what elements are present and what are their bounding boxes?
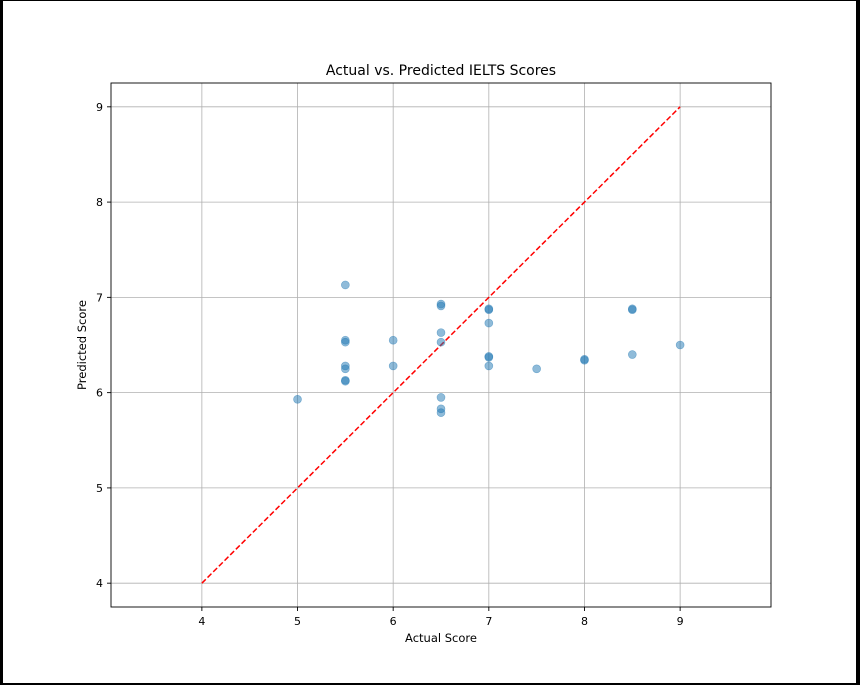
y-tick-label: 8 <box>96 196 103 209</box>
y-tick-label: 9 <box>96 101 103 114</box>
data-point <box>436 408 446 417</box>
data-point <box>341 337 350 347</box>
data-point <box>341 376 350 386</box>
data-point <box>484 353 494 362</box>
y-tick-label: 5 <box>96 482 103 495</box>
x-tick-label: 8 <box>581 615 588 628</box>
x-tick-label: 4 <box>198 615 205 628</box>
plot-area-frame <box>110 82 772 608</box>
data-points <box>293 280 685 417</box>
data-point <box>293 395 302 404</box>
data-point <box>484 318 494 328</box>
y-tick-label: 4 <box>96 577 103 590</box>
data-point <box>580 355 589 365</box>
data-point <box>436 328 446 337</box>
data-point <box>532 364 541 374</box>
x-tick-label: 7 <box>485 615 492 628</box>
data-point <box>388 361 398 371</box>
scatter-chart: 4 5 6 7 8 9 4 5 6 7 8 9 Actual vs. Predicted IELTS… <box>75 63 772 645</box>
data-point <box>436 393 446 402</box>
data-point <box>484 361 494 371</box>
y-axis-ticks: 4 5 6 7 8 9 <box>96 101 111 590</box>
y-tick-label: 7 <box>96 291 103 304</box>
data-point <box>341 364 350 374</box>
y-tick-label: 6 <box>96 387 103 400</box>
chart-title: Actual vs. Predicted IELTS Scores <box>326 63 556 79</box>
data-point <box>436 301 446 311</box>
x-tick-label: 6 <box>390 615 397 628</box>
data-point <box>484 305 494 315</box>
figure-canvas: 4 5 6 7 8 9 4 5 6 7 8 9 Actual vs. Predicted IELTS… <box>3 1 856 683</box>
x-axis-ticks: 4 5 6 7 8 9 <box>198 607 684 628</box>
data-point <box>436 337 446 347</box>
x-tick-label: 5 <box>294 615 301 628</box>
data-point <box>628 305 637 315</box>
x-axis-label: Actual Score <box>405 631 477 645</box>
data-point <box>388 335 398 345</box>
data-point <box>628 350 637 359</box>
y-axis-label: Predicted Score <box>75 300 89 390</box>
data-point <box>341 280 350 290</box>
x-tick-label: 9 <box>677 615 684 628</box>
data-point <box>675 340 685 350</box>
